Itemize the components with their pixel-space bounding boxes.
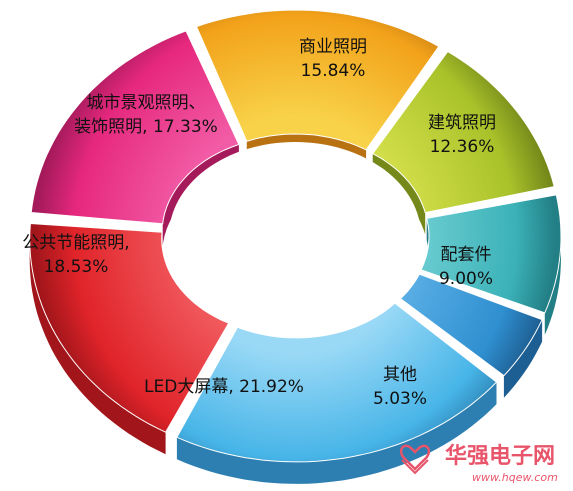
- watermark-logo-icon: [399, 444, 431, 475]
- donut-hole: [169, 142, 421, 330]
- segment-slice: [195, 9, 440, 151]
- segment-outer-side: [29, 238, 166, 455]
- segment-outer-side: [544, 236, 561, 335]
- segment-slice: [420, 194, 562, 314]
- segment-slice: [176, 302, 498, 463]
- segment-label: 公共节能照明, 18.53%: [22, 233, 129, 277]
- watermark-name: 华强电子网: [445, 443, 555, 469]
- segment-label: 城市景观照明、装饰照明, 17.33%: [74, 93, 218, 137]
- segment-label: LED大屏幕, 21.92%: [144, 377, 304, 397]
- watermark: 华强电子网 www.hqew.com: [399, 443, 558, 484]
- segment-outer-side: [176, 382, 497, 484]
- segment-slice: [371, 50, 555, 214]
- segment-label: 其他 5.03%: [373, 365, 427, 409]
- segment-slice: [29, 222, 230, 433]
- watermark-url: www.hqew.com: [472, 471, 558, 484]
- segment-labels: 商业照明 15.84% 建筑照明 12.36% 配套件 9.00% 其他 5.03% LED大屏…: [22, 37, 496, 409]
- segment-label: 商业照明 15.84%: [299, 37, 367, 81]
- segment-tops: [29, 9, 562, 463]
- segment-label: 建筑照明 12.36%: [428, 113, 496, 157]
- segment-outer-side: [503, 319, 543, 398]
- segment-slice: [30, 30, 240, 225]
- segment-label: 配套件 9.00%: [439, 245, 493, 289]
- segment-slice: [399, 273, 543, 377]
